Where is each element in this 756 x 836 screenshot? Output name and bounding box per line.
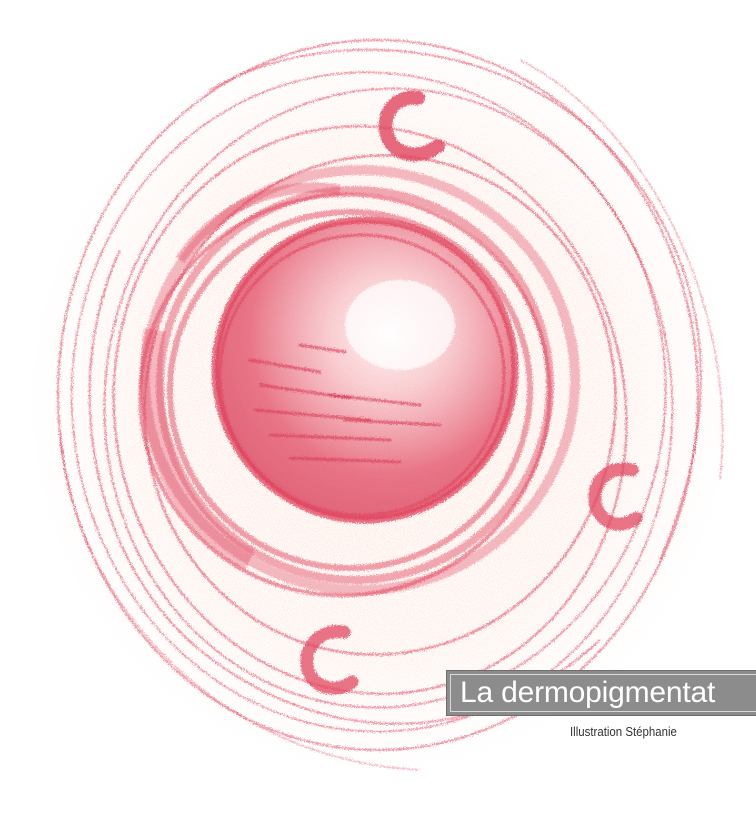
caption-inner-border bbox=[450, 674, 756, 712]
crescent-bottom bbox=[300, 625, 359, 695]
caption-box: La dermopigmentat bbox=[446, 670, 756, 716]
outer-scribble-rings bbox=[57, 39, 724, 771]
caption-title: La dermopigmentat bbox=[460, 676, 716, 709]
crescent-bodies bbox=[300, 90, 643, 695]
crescent-top bbox=[378, 90, 445, 162]
cytoplasm-band bbox=[138, 165, 580, 598]
illustration-credit: Illustration Stéphanie bbox=[570, 724, 677, 739]
nucleus bbox=[211, 216, 519, 524]
crescent-right bbox=[588, 462, 643, 531]
